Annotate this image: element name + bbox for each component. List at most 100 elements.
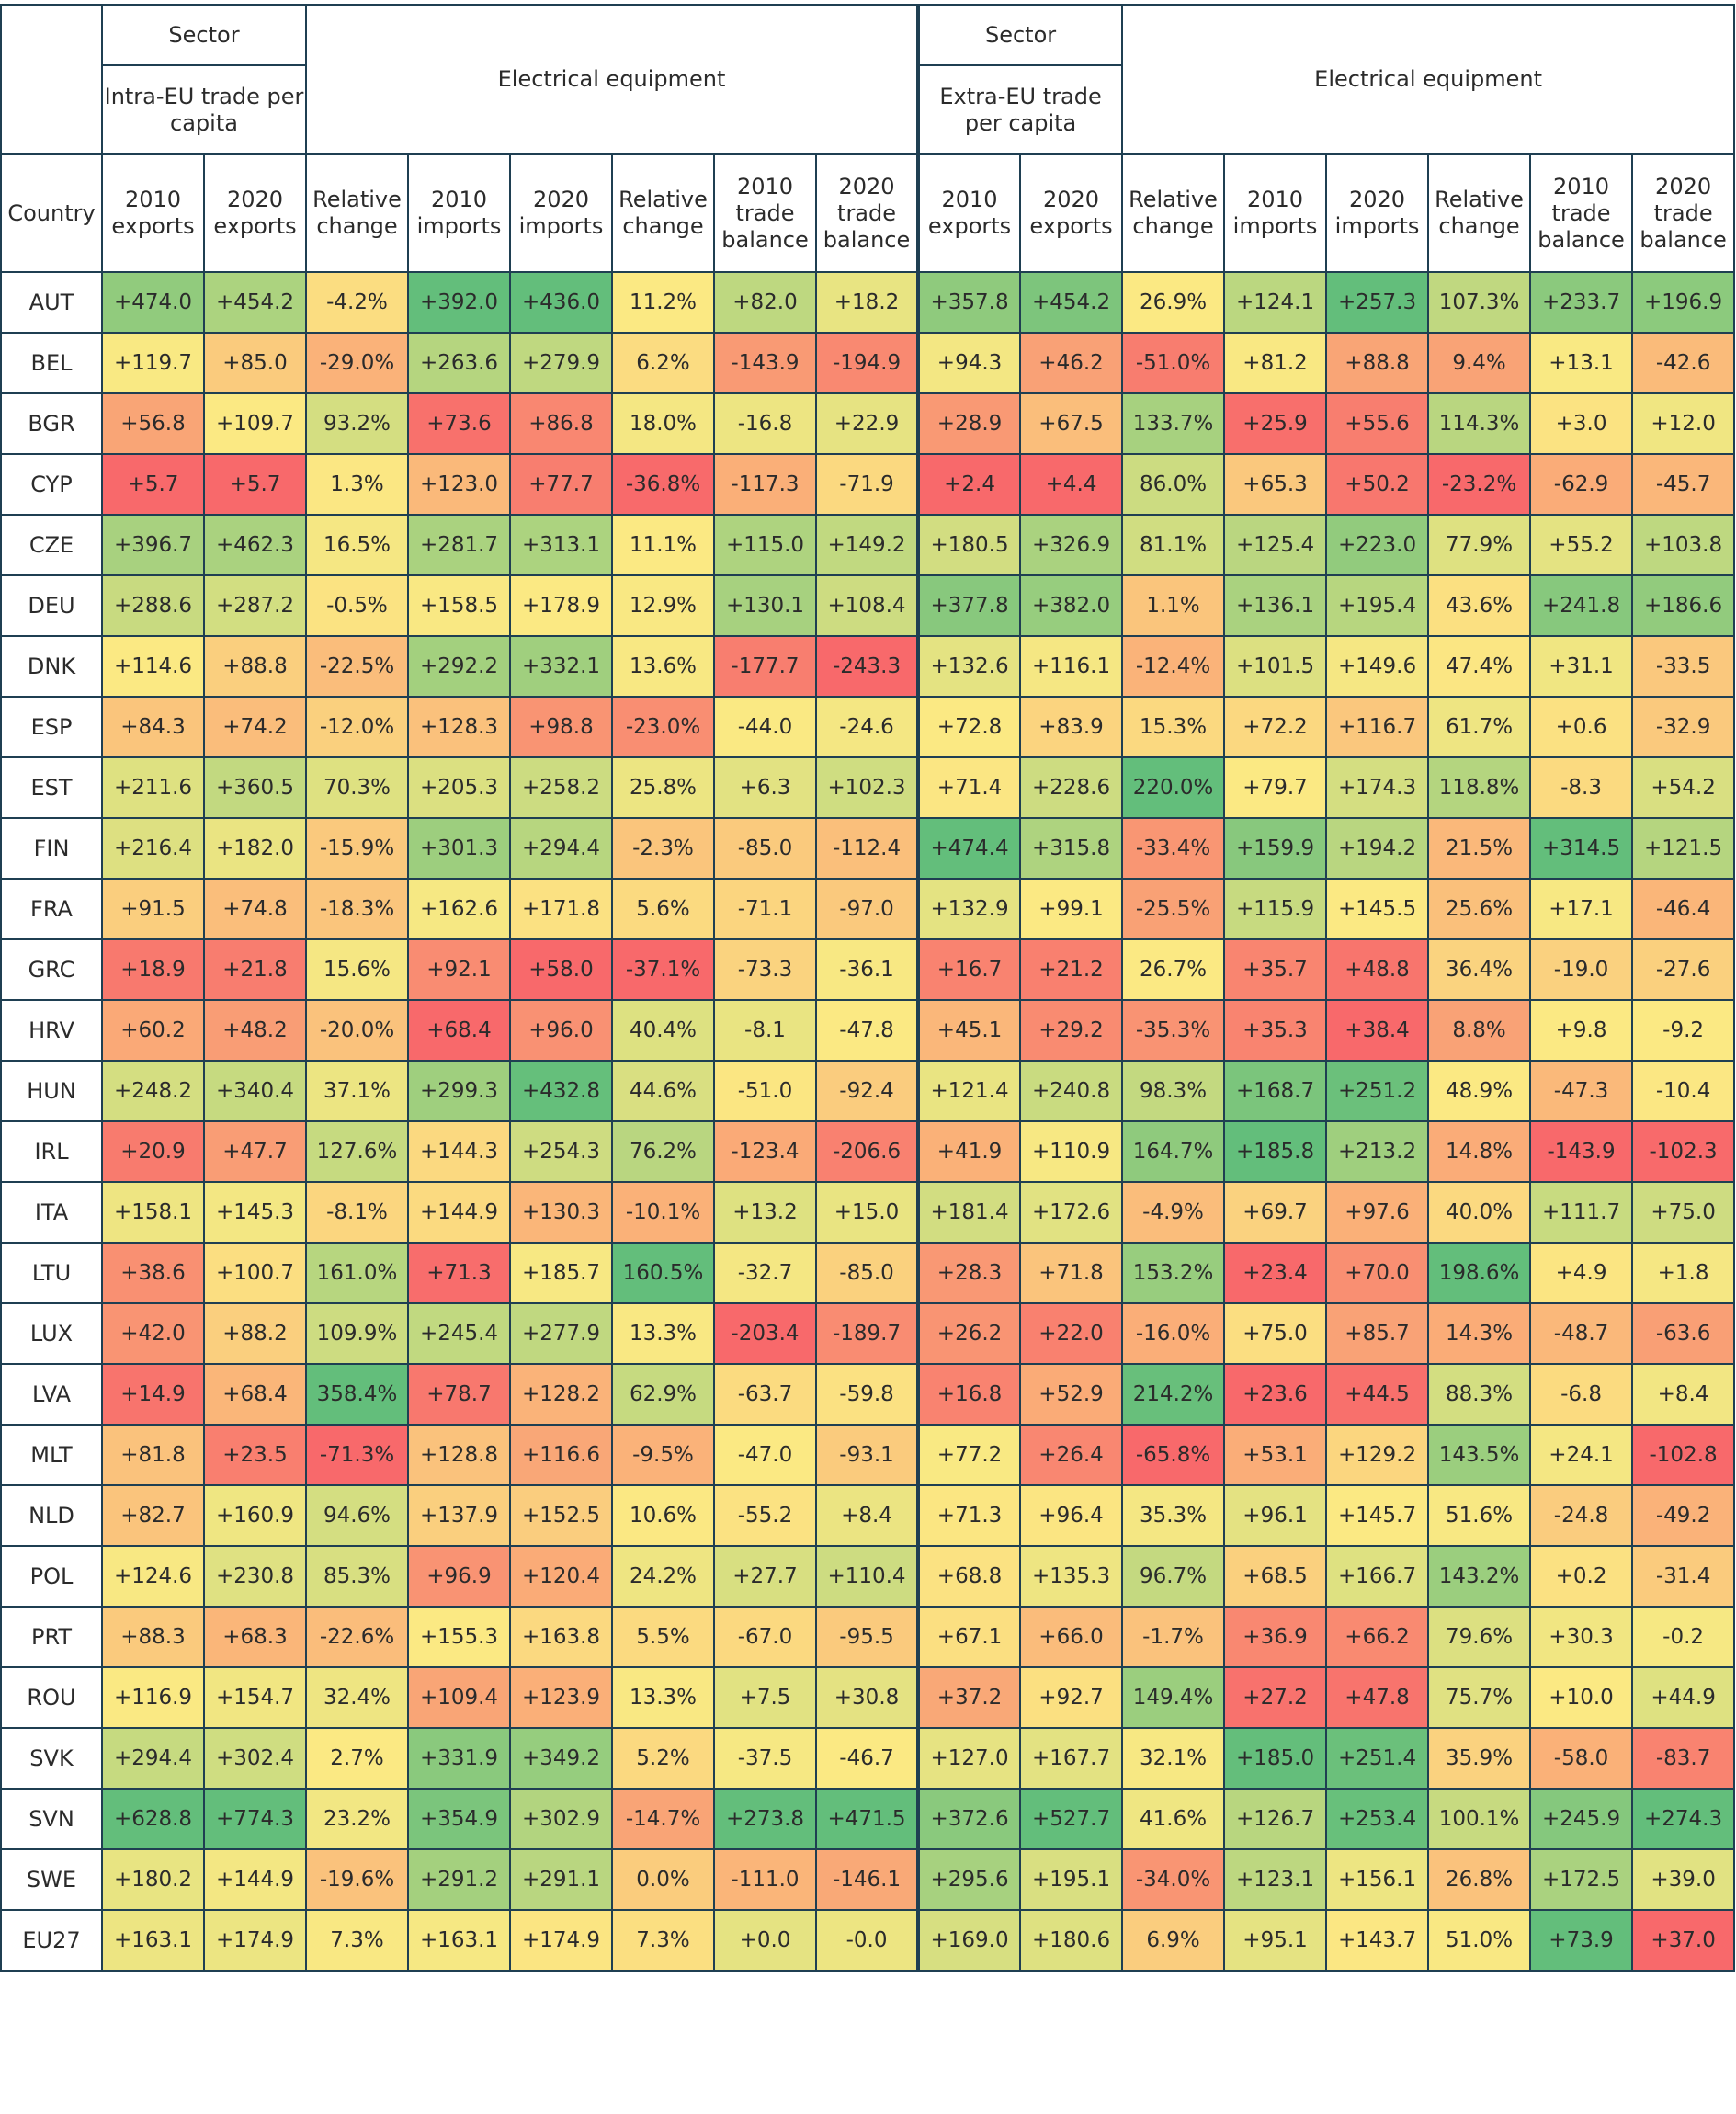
table-row: FRA +91.5 +74.8 -18.3% +162.6 +171.8 5.6% -71.1… (0, 878, 1736, 940)
heatmap-cell: 220.0% (1121, 756, 1226, 819)
heatmap-cell: +128.2 (509, 1363, 613, 1426)
corner-cell (0, 4, 103, 155)
heatmap-cell: +26.2 (916, 1302, 1022, 1365)
table-row: ESP +84.3 +74.2 -12.0% +128.3 +98.8 -23.0% -44.… (0, 696, 1736, 758)
country-cell: EU27 (0, 1909, 103, 1972)
heatmap-cell: +299.3 (407, 1060, 511, 1122)
heatmap-cell: +36.9 (1223, 1606, 1328, 1668)
heatmap-cell: +301.3 (407, 817, 511, 880)
heatmap-cell: +121.4 (916, 1060, 1022, 1122)
heatmap-cell: +79.7 (1223, 756, 1328, 819)
heatmap-cell: +21.8 (203, 938, 307, 1001)
country-cell: DNK (0, 635, 103, 698)
heatmap-cell: -65.8% (1121, 1424, 1226, 1486)
heatmap-cell: 81.1% (1121, 514, 1226, 576)
heatmap-cell: -4.2% (305, 271, 409, 334)
heatmap-cell: +315.8 (1019, 817, 1124, 880)
heatmap-cell: -33.4% (1121, 817, 1226, 880)
heatmap-cell: 12.9% (611, 574, 715, 637)
heatmap-cell: 164.7% (1121, 1120, 1226, 1183)
heatmap-cell: +5.7 (203, 453, 307, 516)
heatmap-cell: +145.5 (1325, 878, 1430, 940)
heatmap-cell: 118.8% (1427, 756, 1532, 819)
heatmap-cell: +129.2 (1325, 1424, 1430, 1486)
heatmap-cell: +25.9 (1223, 392, 1328, 455)
country-cell: AUT (0, 271, 103, 334)
heatmap-cell: -102.8 (1631, 1424, 1736, 1486)
country-cell: CYP (0, 453, 103, 516)
heatmap-cell: +68.3 (203, 1606, 307, 1668)
heatmap-cell: +52.9 (1019, 1363, 1124, 1426)
heatmap-cell: 7.3% (305, 1909, 409, 1972)
country-cell: IRL (0, 1120, 103, 1183)
column-header: 2010 imports (407, 153, 511, 273)
heatmap-cell: -0.2 (1631, 1606, 1736, 1668)
heatmap-table: Sector Electrical equipment Sector Elect… (0, 4, 1736, 1972)
heatmap-cell: +35.7 (1223, 938, 1328, 1001)
heatmap-cell: -32.9 (1631, 696, 1736, 758)
heatmap-cell: +38.6 (101, 1242, 205, 1304)
heatmap-cell: 1.1% (1121, 574, 1226, 637)
heatmap-cell: -189.7 (814, 1302, 920, 1365)
table-row: SVN +628.8 +774.3 23.2% +354.9 +302.9 -14.7% +2… (0, 1788, 1736, 1850)
heatmap-cell: -85.0 (713, 817, 817, 880)
heatmap-cell: 88.3% (1427, 1363, 1532, 1426)
heatmap-cell: +68.4 (407, 999, 511, 1062)
heatmap-cell: +70.0 (1325, 1242, 1430, 1304)
table-row: EST +211.6 +360.5 70.3% +205.3 +258.2 25.8% +6.… (0, 756, 1736, 819)
heatmap-cell: 41.6% (1121, 1788, 1226, 1850)
heatmap-cell: 358.4% (305, 1363, 409, 1426)
heatmap-cell: -8.1% (305, 1181, 409, 1244)
heatmap-cell: +71.4 (916, 756, 1022, 819)
heatmap-cell: +382.0 (1019, 574, 1124, 637)
country-cell: HUN (0, 1060, 103, 1122)
heatmap-cell: +88.8 (203, 635, 307, 698)
heatmap-cell: +291.1 (509, 1848, 613, 1911)
heatmap-cell: +166.7 (1325, 1545, 1430, 1608)
heatmap-cell: -9.2 (1631, 999, 1736, 1062)
heatmap-cell: 76.2% (611, 1120, 715, 1183)
heatmap-cell: +37.2 (916, 1666, 1022, 1729)
heatmap-cell: +174.3 (1325, 756, 1430, 819)
heatmap-cell: +44.9 (1631, 1666, 1736, 1729)
heatmap-cell: 26.9% (1121, 271, 1226, 334)
heatmap-cell: -62.9 (1529, 453, 1634, 516)
country-cell: HRV (0, 999, 103, 1062)
heatmap-cell: +78.7 (407, 1363, 511, 1426)
heatmap-cell: +124.1 (1223, 271, 1328, 334)
heatmap-cell: +53.1 (1223, 1424, 1328, 1486)
country-cell: ROU (0, 1666, 103, 1729)
heatmap-cell: +172.5 (1529, 1848, 1634, 1911)
heatmap-cell: +185.8 (1223, 1120, 1328, 1183)
heatmap-cell: +58.0 (509, 938, 613, 1001)
country-cell: EST (0, 756, 103, 819)
heatmap-cell: +115.9 (1223, 878, 1328, 940)
heatmap-cell: 75.7% (1427, 1666, 1532, 1729)
heatmap-cell: +27.7 (713, 1545, 817, 1608)
country-cell: DEU (0, 574, 103, 637)
column-header: Relative change (611, 153, 715, 273)
heatmap-cell: +69.7 (1223, 1181, 1328, 1244)
heatmap-cell: 10.6% (611, 1484, 715, 1547)
column-header: 2020 trade balance (1631, 153, 1736, 273)
heatmap-cell: 5.6% (611, 878, 715, 940)
heatmap-cell: +436.0 (509, 271, 613, 334)
heatmap-cell: +277.9 (509, 1302, 613, 1365)
heatmap-cell: -8.1 (713, 999, 817, 1062)
heatmap-cell: 109.9% (305, 1302, 409, 1365)
country-cell: SVK (0, 1727, 103, 1790)
heatmap-cell: +205.3 (407, 756, 511, 819)
table-row: POL +124.6 +230.8 85.3% +96.9 +120.4 24.2% +27.… (0, 1545, 1736, 1608)
heatmap-cell: +149.2 (814, 514, 920, 576)
heatmap-cell: +121.5 (1631, 817, 1736, 880)
heatmap-cell: +21.2 (1019, 938, 1124, 1001)
heatmap-cell: 14.8% (1427, 1120, 1532, 1183)
column-header: Relative change (1427, 153, 1532, 273)
heatmap-cell: +18.2 (814, 271, 920, 334)
heatmap-cell: -27.6 (1631, 938, 1736, 1001)
heatmap-cell: +354.9 (407, 1788, 511, 1850)
heatmap-cell: -83.7 (1631, 1727, 1736, 1790)
heatmap-cell: 47.4% (1427, 635, 1532, 698)
heatmap-cell: +88.8 (1325, 332, 1430, 394)
heatmap-cell: -206.6 (814, 1120, 920, 1183)
